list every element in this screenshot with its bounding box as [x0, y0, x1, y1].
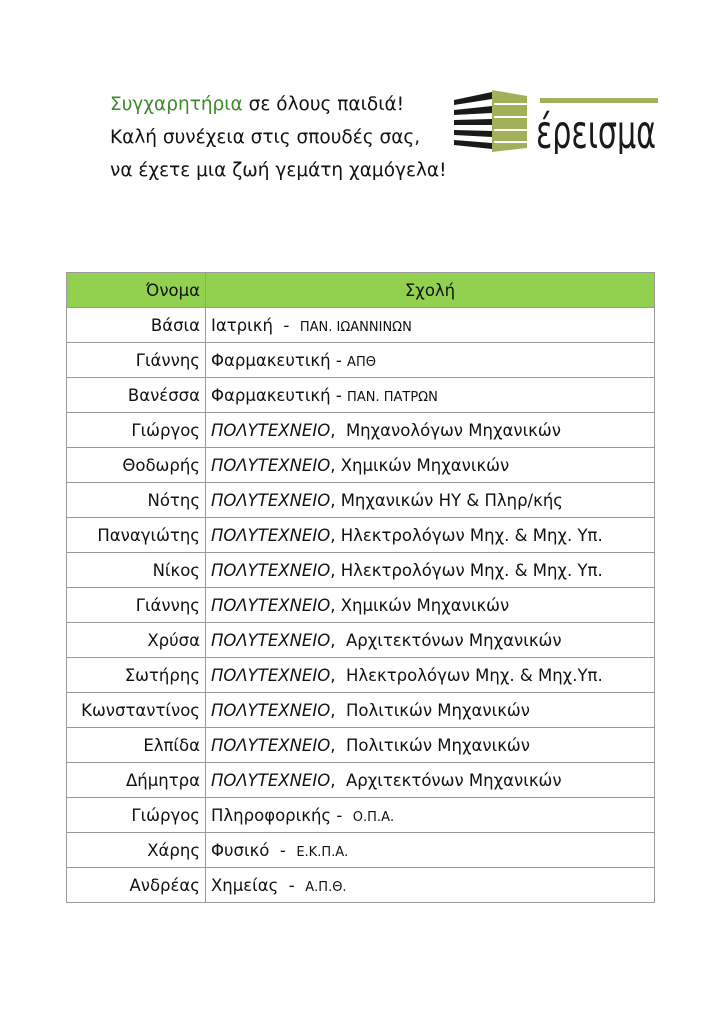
school-text: , Ηλεκτρολόγων Μηχ. & Μηχ. Υπ.	[330, 560, 603, 580]
student-school: ΠΟΛΥΤΕΧΝΕΙΟ, Χημικών Μηχανικών	[205, 587, 655, 623]
student-name: Παναγιώτης	[66, 517, 206, 553]
header-name: Όνομα	[66, 272, 206, 308]
school-university: ΠΑΝ. ΠΑΤΡΩΝ	[347, 389, 438, 405]
table-row: Γιώργος ΠΟΛΥΤΕΧΝΕΙΟ, Μηχανολόγων Μηχανικ…	[66, 412, 655, 448]
greeting-highlight: Συγχαρητήρια	[110, 94, 243, 115]
student-name: Ανδρέας	[66, 867, 206, 903]
student-name: Σωτήρης	[66, 657, 206, 693]
student-school: ΠΟΛΥΤΕΧΝΕΙΟ, Ηλεκτρολόγων Μηχ. & Μηχ.Υπ.	[205, 657, 655, 693]
school-text: , Αρχιτεκτόνων Μηχανικών	[330, 770, 562, 790]
school-italic: ΠΟΛΥΤΕΧΝΕΙΟ	[211, 490, 331, 510]
student-school: Φαρμακευτική - ΠΑΝ. ΠΑΤΡΩΝ	[205, 377, 655, 413]
school-text: Φαρμακευτική -	[211, 385, 348, 405]
students-table: Όνομα Σχολή Βάσια Ιατρική - ΠΑΝ. ΙΩΑΝΝΙΝ…	[66, 272, 655, 903]
table-row: Ελπίδα ΠΟΛΥΤΕΧΝΕΙΟ, Πολιτικών Μηχανικών	[66, 727, 655, 763]
student-school: Φυσικό - Ε.Κ.Π.Α.	[205, 832, 655, 868]
student-school: ΠΟΛΥΤΕΧΝΕΙΟ, Αρχιτεκτόνων Μηχανικών	[205, 622, 655, 658]
table-row: Χάρης Φυσικό - Ε.Κ.Π.Α.	[66, 832, 655, 868]
table-row: Σωτήρης ΠΟΛΥΤΕΧΝΕΙΟ, Ηλεκτρολόγων Μηχ. &…	[66, 657, 655, 693]
table-row: Γιάννης ΠΟΛΥΤΕΧΝΕΙΟ, Χημικών Μηχανικών	[66, 587, 655, 623]
student-school: ΠΟΛΥΤΕΧΝΕΙΟ, Χημικών Μηχανικών	[205, 447, 655, 483]
student-name: Δήμητρα	[66, 762, 206, 798]
student-name: Γιώργος	[66, 412, 206, 448]
ereisma-logo: έρεισμα	[454, 90, 658, 154]
school-text: , Μηχανολόγων Μηχανικών	[330, 420, 561, 440]
table-row: Νότης ΠΟΛΥΤΕΧΝΕΙΟ, Μηχανικών ΗΥ & Πληρ/κ…	[66, 482, 655, 518]
greeting-line1: σε όλους παιδιά!	[242, 94, 405, 115]
table-row: Γιώργος Πληροφορικής - Ο.Π.Α.	[66, 797, 655, 833]
table-row: Γιάννης Φαρμακευτική - ΑΠΘ	[66, 342, 655, 378]
student-name: Νότης	[66, 482, 206, 518]
greeting: Συγχαρητήρια σε όλους παιδιά! Καλή συνέχ…	[110, 88, 447, 187]
student-school: ΠΟΛΥΤΕΧΝΕΙΟ, Μηχανικών ΗΥ & Πληρ/κής	[205, 482, 655, 518]
student-school: ΠΟΛΥΤΕΧΝΕΙΟ, Ηλεκτρολόγων Μηχ. & Μηχ. Υπ…	[205, 517, 655, 553]
student-name: Κωνσταντίνος	[66, 692, 206, 728]
school-text: , Αρχιτεκτόνων Μηχανικών	[330, 630, 562, 650]
school-italic: ΠΟΛΥΤΕΧΝΕΙΟ	[211, 770, 331, 790]
student-school: Φαρμακευτική - ΑΠΘ	[205, 342, 655, 378]
school-university: Α.Π.Θ.	[305, 879, 347, 895]
student-name: Χρύσα	[66, 622, 206, 658]
school-italic: ΠΟΛΥΤΕΧΝΕΙΟ	[211, 735, 331, 755]
table-row: Κωνσταντίνος ΠΟΛΥΤΕΧΝΕΙΟ, Πολιτικών Μηχα…	[66, 692, 655, 728]
table-row: Βανέσσα Φαρμακευτική - ΠΑΝ. ΠΑΤΡΩΝ	[66, 377, 655, 413]
student-school: ΠΟΛΥΤΕΧΝΕΙΟ, Αρχιτεκτόνων Μηχανικών	[205, 762, 655, 798]
school-university: Ο.Π.Α.	[352, 809, 395, 825]
school-text: , Ηλεκτρολόγων Μηχ. & Μηχ.Υπ.	[330, 665, 603, 685]
school-text: , Χημικών Μηχανικών	[330, 595, 510, 615]
table-row: Δήμητρα ΠΟΛΥΤΕΧΝΕΙΟ, Αρχιτεκτόνων Μηχανι…	[66, 762, 655, 798]
student-school: Χημείας - Α.Π.Θ.	[205, 867, 655, 903]
student-name: Ελπίδα	[66, 727, 206, 763]
greeting-line3: να έχετε μια ζωή γεμάτη χαμόγελα!	[110, 160, 447, 181]
school-text: , Μηχανικών ΗΥ & Πληρ/κής	[330, 490, 563, 510]
table-row: Βάσια Ιατρική - ΠΑΝ. ΙΩΑΝΝΙΝΩΝ	[66, 307, 655, 343]
school-italic: ΠΟΛΥΤΕΧΝΕΙΟ	[211, 665, 331, 685]
school-text: , Ηλεκτρολόγων Μηχ. & Μηχ. Υπ.	[330, 525, 603, 545]
school-italic: ΠΟΛΥΤΕΧΝΕΙΟ	[211, 630, 331, 650]
table-row: Θοδωρής ΠΟΛΥΤΕΧΝΕΙΟ, Χημικών Μηχανικών	[66, 447, 655, 483]
school-university: ΠΑΝ. ΙΩΑΝΝΙΝΩΝ	[299, 319, 412, 335]
student-school: ΠΟΛΥΤΕΧΝΕΙΟ, Μηχανολόγων Μηχανικών	[205, 412, 655, 448]
student-school: Πληροφορικής - Ο.Π.Α.	[205, 797, 655, 833]
student-name: Βανέσσα	[66, 377, 206, 413]
logo-text: έρεισμα	[536, 105, 656, 154]
school-italic: ΠΟΛΥΤΕΧΝΕΙΟ	[211, 455, 331, 475]
header-school: Σχολή	[205, 272, 655, 308]
school-italic: ΠΟΛΥΤΕΧΝΕΙΟ	[211, 700, 331, 720]
student-school: Ιατρική - ΠΑΝ. ΙΩΑΝΝΙΝΩΝ	[205, 307, 655, 343]
school-text: Φυσικό -	[211, 840, 297, 860]
student-name: Γιώργος	[66, 797, 206, 833]
student-name: Θοδωρής	[66, 447, 206, 483]
table-row: Νίκος ΠΟΛΥΤΕΧΝΕΙΟ, Ηλεκτρολόγων Μηχ. & Μ…	[66, 552, 655, 588]
student-name: Γιάννης	[66, 587, 206, 623]
student-school: ΠΟΛΥΤΕΧΝΕΙΟ, Πολιτικών Μηχανικών	[205, 727, 655, 763]
table-row: Χρύσα ΠΟΛΥΤΕΧΝΕΙΟ, Αρχιτεκτόνων Μηχανικώ…	[66, 622, 655, 658]
table-row: Ανδρέας Χημείας - Α.Π.Θ.	[66, 867, 655, 903]
school-text: , Πολιτικών Μηχανικών	[330, 735, 530, 755]
student-school: ΠΟΛΥΤΕΧΝΕΙΟ, Πολιτικών Μηχανικών	[205, 692, 655, 728]
school-text: , Χημικών Μηχανικών	[330, 455, 510, 475]
student-name: Χάρης	[66, 832, 206, 868]
school-text: Φαρμακευτική -	[211, 350, 348, 370]
school-university: ΑΠΘ	[347, 354, 376, 370]
school-text: Πληροφορικής -	[211, 805, 353, 825]
student-name: Νίκος	[66, 552, 206, 588]
student-name: Γιάννης	[66, 342, 206, 378]
school-italic: ΠΟΛΥΤΕΧΝΕΙΟ	[211, 560, 331, 580]
school-italic: ΠΟΛΥΤΕΧΝΕΙΟ	[211, 595, 331, 615]
student-school: ΠΟΛΥΤΕΧΝΕΙΟ, Ηλεκτρολόγων Μηχ. & Μηχ. Υπ…	[205, 552, 655, 588]
student-name: Βάσια	[66, 307, 206, 343]
school-text: Χημείας -	[211, 875, 306, 895]
school-university: Ε.Κ.Π.Α.	[296, 844, 349, 860]
table-row: Παναγιώτης ΠΟΛΥΤΕΧΝΕΙΟ, Ηλεκτρολόγων Μηχ…	[66, 517, 655, 553]
greeting-line2: Καλή συνέχεια στις σπουδές σας,	[110, 127, 421, 148]
school-italic: ΠΟΛΥΤΕΧΝΕΙΟ	[211, 525, 331, 545]
school-text: , Πολιτικών Μηχανικών	[330, 700, 530, 720]
school-text: Ιατρική -	[211, 315, 300, 335]
school-italic: ΠΟΛΥΤΕΧΝΕΙΟ	[211, 420, 331, 440]
